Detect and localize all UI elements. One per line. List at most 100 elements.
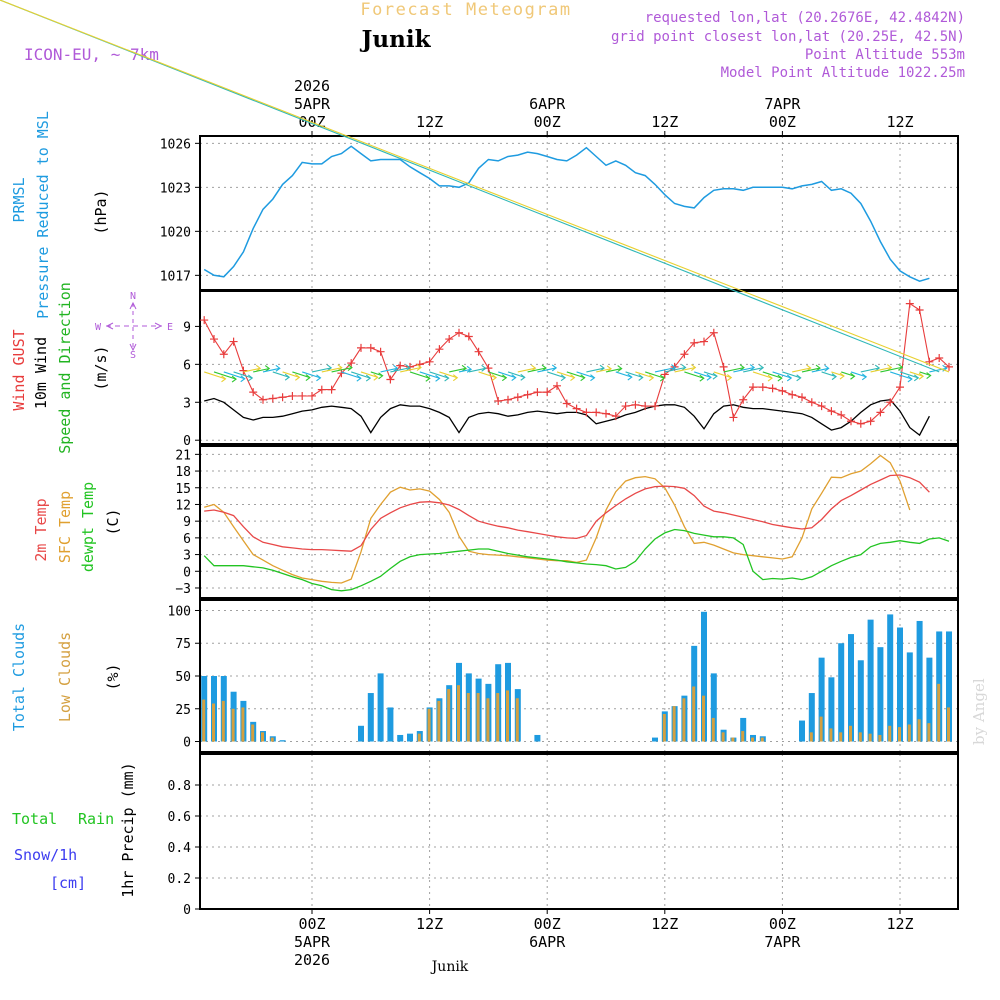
wind-arrow — [870, 366, 892, 373]
wind-arrow-head — [606, 365, 612, 373]
wind-arrow-head — [599, 364, 605, 372]
panel-frame — [199, 135, 959, 291]
low-cloud-bar — [760, 737, 764, 742]
time-label: 00Z — [769, 915, 796, 933]
time-label: 00Z — [298, 915, 325, 933]
temp-2m-line — [204, 474, 930, 552]
wind-arrow-head — [726, 374, 733, 382]
low-cloud-bar — [751, 737, 754, 742]
total-cloud-bar — [848, 634, 854, 742]
wind-arrow — [801, 367, 821, 373]
low-cloud-bar — [907, 724, 911, 742]
wind-arrow — [272, 371, 290, 378]
wind-arrow-head — [461, 364, 467, 372]
wind-arrow — [302, 371, 321, 379]
compass-s: S — [130, 350, 136, 361]
wind-arrow-head — [590, 374, 596, 382]
wind-arrow — [253, 367, 270, 373]
gust-marker — [494, 397, 503, 406]
y-tick-label: 1026 — [160, 137, 191, 152]
y-tick-label: 0.2 — [168, 872, 191, 887]
wind-arrow — [449, 367, 467, 373]
y-tick-label: 75 — [175, 637, 191, 652]
wind-arrow — [488, 371, 507, 379]
wind-arrow-head — [264, 365, 271, 372]
wind-arrow — [792, 367, 811, 373]
cm-label: [cm] — [50, 874, 86, 892]
total-clouds-label: Total Clouds — [10, 623, 28, 731]
gust-marker — [455, 328, 463, 337]
wind-arrow — [919, 371, 931, 377]
wind-arrow — [478, 371, 497, 379]
gust-marker — [200, 316, 209, 325]
wind-arrow-head — [850, 372, 856, 380]
time-label: 12Z — [651, 915, 678, 933]
wind-arrow — [341, 371, 361, 379]
wind-arrow-head — [378, 372, 384, 380]
wind-arrow-head — [511, 374, 517, 382]
total-cloud-bar — [279, 740, 286, 742]
wind-arrow-head — [815, 364, 821, 372]
wind-arrow-head — [887, 364, 893, 371]
gust-marker — [631, 400, 640, 409]
low-cloud-bar — [947, 707, 950, 742]
wind-arrow — [743, 367, 764, 373]
wind-arrow-head — [699, 374, 705, 382]
wind-arrow — [929, 367, 947, 373]
low-cloud-bar — [261, 732, 264, 742]
gust-marker — [376, 347, 385, 356]
low-cloud-bar — [829, 728, 833, 742]
panel-frame — [199, 290, 959, 445]
total-cloud-bar — [897, 627, 903, 742]
clouds-panel: 0 25 50 75 100 — [168, 599, 959, 753]
low-cloud-bar — [721, 732, 725, 742]
wind-arrow-head — [580, 374, 586, 382]
gust-marker — [317, 385, 326, 394]
wind-arrow — [233, 371, 253, 379]
y-tick-label: 100 — [168, 604, 191, 619]
wind-arrow — [762, 371, 782, 379]
wind-arrow — [380, 367, 398, 373]
wind-arrow — [909, 371, 924, 377]
total-cloud-bar — [407, 733, 413, 742]
wind-gust-label: Wind GUST — [10, 329, 28, 410]
low-cloud-bar — [878, 734, 882, 742]
y-tick-label: 0 — [183, 903, 191, 918]
low-cloud-bar — [506, 690, 509, 742]
wind-arrow — [409, 371, 430, 379]
low-cloud-bar — [849, 725, 852, 742]
low-cloud-bar — [868, 733, 872, 742]
gust-marker — [837, 410, 846, 419]
snow-label: Snow/1h — [14, 846, 77, 864]
low-cloud-bar — [486, 698, 490, 742]
wind-arrow-head — [416, 364, 422, 371]
gust-marker — [445, 335, 454, 344]
wind-arrow-head — [393, 364, 399, 372]
wind-arrow — [645, 371, 665, 379]
compass-e: E — [167, 322, 173, 333]
wind-arrow — [703, 371, 718, 377]
gust-marker — [288, 391, 297, 400]
wind-arrow-head — [520, 373, 526, 381]
wind-arrow — [547, 371, 566, 379]
y-tick-label: 6 — [183, 532, 191, 547]
wind-arrow-head — [365, 374, 372, 382]
wind-arrow-head — [356, 374, 362, 382]
wind-panel: 0 3 6 9 — [0, 0, 959, 449]
celsius-unit: (C) — [104, 508, 122, 535]
total-label: Total — [12, 810, 57, 828]
low-cloud-bar — [221, 700, 225, 742]
wind-arrow — [0, 0, 940, 373]
time-label: 6APR — [529, 933, 566, 951]
wind-arrow — [880, 366, 903, 373]
wind-arrow-head — [435, 374, 441, 382]
time-label: 12Z — [886, 915, 913, 933]
wind-arrow-head — [275, 364, 281, 372]
wind-arrow — [890, 371, 913, 380]
compass-rose-icon: N S W E — [95, 291, 173, 361]
gust-marker — [543, 388, 552, 397]
low-cloud-bar — [515, 698, 519, 742]
low-cloud-bar — [898, 727, 901, 742]
wind-arrow — [723, 367, 745, 373]
wind-arrow — [772, 371, 792, 379]
